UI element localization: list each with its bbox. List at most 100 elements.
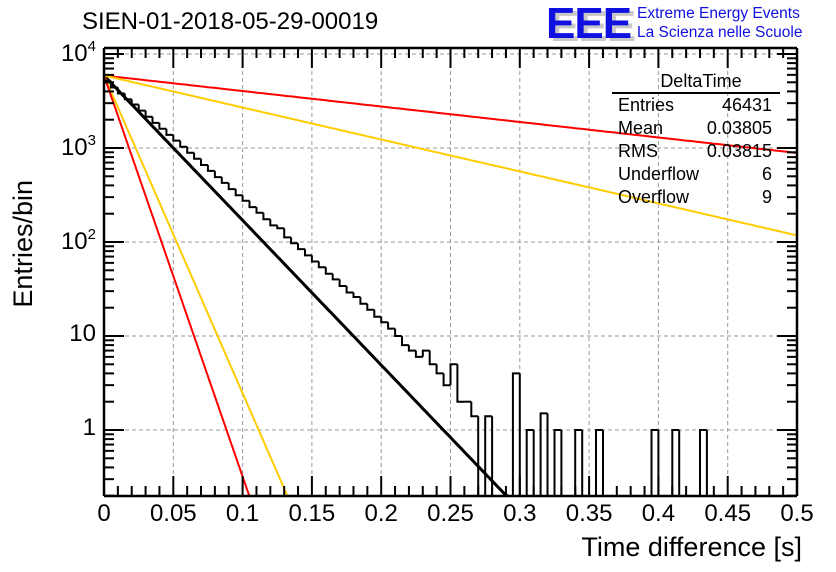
histogram-bin (414, 350, 423, 358)
histogram-bin (449, 363, 458, 386)
histogram-bin (428, 350, 437, 366)
histogram-bin (387, 322, 396, 330)
y-tick-label: 102 (61, 226, 96, 256)
curve-lower-red (103, 75, 251, 497)
histogram-bin (255, 207, 264, 214)
histogram-bin (151, 116, 160, 124)
stats-value: 6 (761, 164, 772, 184)
y-tick-label: 103 (61, 132, 96, 162)
histogram-bin (248, 200, 257, 209)
histogram-bin (130, 99, 139, 106)
y-tick-label: 104 (61, 38, 96, 68)
stats-label: Entries (618, 95, 675, 115)
histogram-bin (338, 279, 347, 287)
y-tick-exponent: 3 (87, 132, 96, 149)
stats-value: 0.03815 (706, 141, 772, 161)
stats-label: Mean (618, 118, 664, 138)
histogram-bin (366, 303, 375, 311)
histogram-bin (234, 189, 243, 197)
stats-row-overflow: Overflow 9 (612, 186, 780, 209)
x-tick-label: 0.4 (641, 500, 676, 527)
histogram-bin (435, 364, 444, 375)
histogram-bin (283, 228, 292, 239)
y-tick-exponent: 2 (87, 226, 96, 243)
histogram-bin (241, 195, 250, 202)
histogram-bin (172, 134, 181, 142)
logo-mark: EEE (546, 0, 632, 48)
x-tick-label: 0.2 (364, 500, 398, 527)
histogram-bin (227, 182, 236, 191)
histogram-bin (484, 415, 493, 496)
curve-upper-yellow (103, 74, 798, 237)
histogram-bin (407, 345, 416, 352)
stats-label: RMS (618, 141, 658, 161)
y-tick-exponent: 4 (87, 38, 96, 55)
histogram-bin (304, 249, 312, 257)
y-tick-base: 10 (60, 228, 88, 255)
curve-fit (102, 74, 509, 498)
histogram-bin (179, 140, 188, 148)
histogram-bin (137, 104, 146, 112)
histogram-bin (394, 328, 402, 337)
histogram-bin (186, 146, 195, 154)
stats-row-rms: RMS 0.03815 (612, 140, 780, 163)
histogram-bin (678, 430, 687, 497)
histogram-bin (574, 429, 583, 496)
histogram-bin (352, 292, 361, 298)
histogram-bin (477, 416, 486, 497)
y-axis-label: Entries/bin (8, 180, 38, 308)
x-tick-label: 0.35 (565, 500, 613, 527)
histogram-bin (470, 401, 479, 418)
chart-title: SIEN-01-2018-05-29-00019 (82, 8, 379, 35)
histogram-bin (144, 110, 153, 118)
histogram-bin (290, 237, 298, 245)
y-tick-base: 10 (69, 320, 96, 347)
x-tick-label: 0.45 (704, 500, 752, 527)
histogram-bin (511, 372, 520, 496)
histogram-bin (331, 273, 340, 281)
y-tick-label: 1 (83, 414, 96, 442)
histogram-bin (699, 429, 707, 496)
histogram-bin (262, 212, 271, 221)
histogram-bin (213, 170, 222, 179)
histogram-bin (553, 429, 562, 496)
histogram-bin (595, 429, 603, 496)
histogram-bin (276, 225, 285, 230)
histogram-bin (380, 316, 389, 324)
histogram-bin (324, 267, 333, 275)
x-tick-label: 0.05 (149, 500, 197, 527)
x-tick-label: 0.15 (288, 500, 336, 527)
histogram-bin (116, 87, 125, 95)
histogram-bin (602, 430, 610, 497)
logo-line-2: La Scienza nelle Scuole (637, 24, 803, 41)
histogram-bin (581, 430, 590, 497)
y-tick-base: 1 (82, 414, 96, 441)
y-tick-label: 10 (69, 320, 96, 348)
histogram-bin (532, 430, 541, 497)
y-axis-label-wrap: Entries/bin (8, 180, 38, 308)
histogram-bin (456, 364, 465, 403)
grid-lines (104, 50, 797, 496)
stats-label: Underflow (618, 164, 700, 184)
stats-box: DeltaTime Entries 46431 Mean 0.03805 RMS… (612, 70, 780, 209)
stats-row-mean: Mean 0.03805 (612, 117, 780, 140)
stats-row-entries: Entries 46431 (612, 94, 780, 117)
histogram-bin (442, 373, 451, 387)
histogram-bin (123, 93, 132, 101)
x-tick-label: 0.3 (503, 500, 537, 527)
x-tick-label: 0.25 (427, 500, 474, 527)
stats-label: Overflow (618, 187, 690, 207)
histogram-bin (269, 219, 278, 227)
stats-row-underflow: Underflow 6 (612, 163, 780, 186)
stats-value: 46431 (721, 95, 772, 115)
histogram-bin (359, 297, 368, 305)
axes (102, 46, 799, 498)
histogram-bin (650, 429, 659, 496)
fit-curves (102, 74, 798, 498)
histogram-bin (539, 412, 548, 496)
histogram-bin (200, 158, 208, 166)
histogram-bin (158, 122, 167, 130)
histogram-bin (345, 286, 354, 294)
histogram-bin (671, 429, 680, 496)
